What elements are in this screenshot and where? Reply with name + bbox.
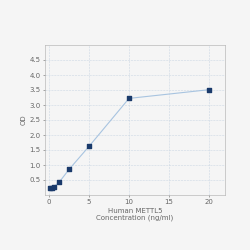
Point [52,184,56,188]
Point [50,186,54,190]
Point [67,168,71,172]
Y-axis label: OD: OD [21,115,27,125]
Point [57,180,61,184]
X-axis label: Human METTL5
Concentration (ng/ml): Human METTL5 Concentration (ng/ml) [96,208,174,222]
Point [207,88,211,92]
Point [87,144,91,148]
Point [127,96,131,100]
Point [48,186,52,190]
